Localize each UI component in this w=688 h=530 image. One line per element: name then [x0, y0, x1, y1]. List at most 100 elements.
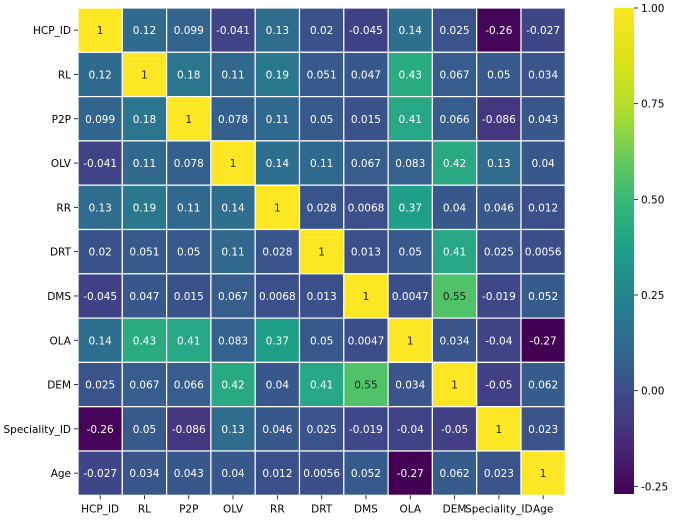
- heatmap-cell-P2P-DEM: [431, 95, 478, 142]
- heatmap-cell-OLV-Age: [520, 140, 566, 186]
- heatmap-cell-OLA-HCP_ID: [77, 317, 123, 364]
- cell-value-label: 0.067: [440, 69, 470, 81]
- cell-value-label: 0.18: [177, 69, 200, 81]
- cell-value-label: 0.11: [177, 202, 200, 214]
- x-tick-label: Speciality_ID: [465, 503, 533, 515]
- cell-value-label: 0.012: [528, 202, 558, 214]
- cell-value-label: 0.05: [177, 247, 200, 259]
- heatmap-cell-Age-DEM: [431, 450, 478, 496]
- cell-value-label: 0.047: [129, 291, 159, 303]
- heatmap-cell-OLA-DMS: [343, 317, 389, 364]
- cell-value-label: 0.11: [310, 158, 333, 170]
- heatmap-cell-Age-OLA: [387, 450, 434, 496]
- cell-value-label: 0.066: [440, 114, 470, 126]
- cell-value-label: 0.0068: [259, 291, 296, 303]
- cell-value-label: 0.12: [133, 25, 156, 37]
- heatmap-cell-RL-OLA: [387, 51, 434, 98]
- cell-value-label: 1: [451, 380, 458, 392]
- cell-value-label: -0.04: [485, 335, 512, 347]
- cell-value-label: 0.052: [351, 468, 381, 480]
- heatmap-cell-DMS-RL: [121, 273, 168, 319]
- heatmap-cell-DMS-DEM: [431, 273, 478, 319]
- x-tick-label: DMS: [354, 503, 378, 515]
- cell-value-label: 0.11: [221, 69, 244, 81]
- cell-value-label: 0.066: [174, 380, 204, 392]
- y-tick-label: DRT: [50, 247, 72, 259]
- heatmap-cell-DRT-Age: [520, 228, 566, 275]
- cell-value-label: 0.012: [262, 468, 292, 480]
- cell-value-label: 0.14: [266, 158, 290, 170]
- heatmap-cell-DEM-DMS: [343, 361, 389, 408]
- heatmap-cell-P2P-Age: [520, 95, 566, 142]
- cell-value-label: 0.04: [221, 468, 245, 480]
- cell-value-label: 0.078: [174, 158, 204, 170]
- cell-value-label: 0.19: [266, 69, 289, 81]
- heatmap-cell-OLA-OLA: [387, 317, 434, 364]
- heatmap-cell-DEM-DEM: [431, 361, 478, 408]
- heatmap-cell-RR-DMS: [343, 184, 389, 231]
- y-tick-label: OLA: [49, 335, 71, 347]
- x-tick-label: RR: [270, 503, 285, 515]
- y-tick-label: OLV: [51, 158, 72, 170]
- heatmap-cell-RR-Speciality_ID: [476, 184, 522, 231]
- cell-value-label: 0.19: [133, 202, 156, 214]
- heatmap-cell-DEM-Age: [520, 361, 566, 408]
- heatmap-cell-DEM-OLA: [387, 361, 434, 408]
- heatmap-cell-Speciality_ID-DEM: [431, 406, 478, 452]
- cell-value-label: -0.27: [530, 335, 557, 347]
- cell-value-label: 0.04: [266, 380, 290, 392]
- cell-value-label: -0.05: [441, 424, 468, 436]
- cell-value-label: 0.051: [307, 69, 337, 81]
- cell-value-label: 0.43: [399, 69, 422, 81]
- cell-value-label: 0.13: [88, 202, 111, 214]
- cell-value-label: 0.0047: [348, 335, 385, 347]
- heatmap-cell-P2P-DMS: [343, 95, 389, 142]
- heatmap-cell-OLA-RR: [254, 317, 301, 364]
- cell-value-label: 0.023: [484, 468, 514, 480]
- heatmap-cell-HCP_ID-OLA: [387, 7, 434, 53]
- cell-value-label: -0.041: [216, 25, 250, 37]
- cell-value-label: 0.05: [310, 335, 333, 347]
- heatmap-cell-DMS-DRT: [298, 273, 345, 319]
- cell-value-label: 0.023: [528, 424, 558, 436]
- heatmap-cell-HCP_ID-RL: [121, 7, 168, 53]
- heatmap-cell-RR-OLV: [210, 184, 256, 231]
- cell-value-label: 0.025: [85, 380, 115, 392]
- heatmap-cell-Speciality_ID-RR: [254, 406, 301, 452]
- heatmap-cell-DEM-HCP_ID: [77, 361, 123, 408]
- cell-value-label: 0.051: [129, 247, 159, 259]
- cell-value-label: -0.05: [485, 380, 512, 392]
- heatmap-cell-RR-HCP_ID: [77, 184, 123, 231]
- cell-value-label: -0.26: [87, 424, 114, 436]
- y-tick-label: Speciality_ID: [3, 424, 71, 436]
- heatmap-cell-OLA-Speciality_ID: [476, 317, 522, 364]
- heatmap-cell-DMS-OLA: [387, 273, 434, 319]
- cell-value-label: 0.13: [487, 158, 510, 170]
- cell-value-label: 0.05: [399, 247, 422, 259]
- cell-value-label: 0.052: [528, 291, 558, 303]
- heatmap-cell-OLV-DEM: [431, 140, 478, 186]
- heatmap-cell-DEM-Speciality_ID: [476, 361, 522, 408]
- cell-value-label: 0.047: [351, 69, 381, 81]
- y-tick-label: P2P: [52, 114, 71, 126]
- heatmap-cell-DMS-Age: [520, 273, 566, 319]
- heatmap-cell-HCP_ID-DRT: [298, 7, 345, 53]
- heatmap-cell-RR-DEM: [431, 184, 478, 231]
- heatmap-cell-DRT-HCP_ID: [77, 228, 123, 275]
- heatmap-cell-DRT-DRT: [298, 228, 345, 275]
- heatmap-cell-Speciality_ID-DRT: [298, 406, 345, 452]
- colorbar-tick-label: -0.25: [641, 481, 668, 493]
- cell-value-label: 0.04: [443, 202, 467, 214]
- y-tick-label: RR: [56, 202, 71, 214]
- cell-value-label: 1: [407, 335, 414, 347]
- cell-value-label: 0.41: [443, 247, 466, 259]
- heatmap-cell-Speciality_ID-OLV: [210, 406, 256, 452]
- heatmap-cell-Speciality_ID-OLA: [387, 406, 434, 452]
- y-tick-label: DMS: [47, 291, 71, 303]
- cell-value-label: 0.067: [218, 291, 248, 303]
- cell-value-label: 0.11: [266, 114, 289, 126]
- cell-value-label: -0.27: [397, 468, 424, 480]
- heatmap-cell-Speciality_ID-P2P: [166, 406, 212, 452]
- y-tick-label: RL: [58, 69, 71, 81]
